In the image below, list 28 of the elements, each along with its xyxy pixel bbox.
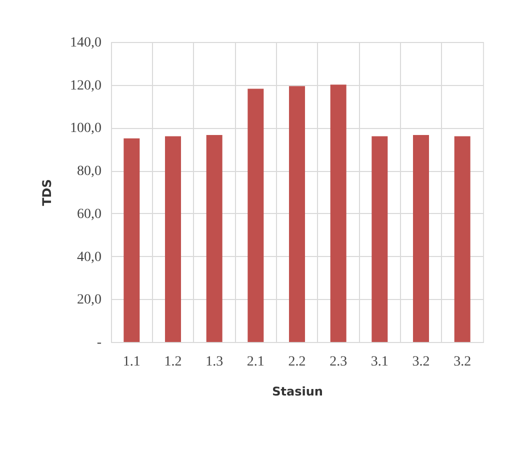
x-tick-label: 2.3	[330, 354, 348, 370]
y-tick-label: 80,0	[77, 164, 102, 180]
x-tick-label: 2.1	[246, 354, 264, 370]
x-tick-label: 1.1	[122, 354, 140, 370]
x-tick-label: 1.3	[206, 354, 224, 370]
x-tick-label: 3.2	[412, 354, 430, 370]
x-tick-label: 1.2	[164, 354, 182, 370]
x-axis-title: Stasiun	[272, 384, 323, 398]
bar	[165, 136, 181, 342]
bar	[454, 136, 470, 342]
bar	[413, 135, 429, 342]
bar	[248, 88, 264, 342]
bar	[206, 135, 222, 342]
y-tick-label: 140,0	[70, 36, 102, 50]
y-tick-label: 120,0	[70, 78, 102, 94]
x-tick-label: 3.2	[454, 354, 472, 370]
x-tick-label: 2.2	[288, 354, 306, 370]
y-tick-label: 20,0	[77, 292, 102, 308]
bar	[330, 84, 346, 342]
y-tick-label: 100,0	[70, 121, 102, 136]
bar	[372, 136, 388, 342]
y-tick-label: 60,0	[77, 206, 102, 222]
bar	[124, 138, 140, 342]
x-tick-label: 3.1	[370, 354, 388, 370]
y-tick-label: -	[96, 336, 102, 350]
y-axis-title: TDS	[40, 179, 54, 206]
y-tick-label: 40,0	[77, 250, 102, 265]
bar	[289, 86, 305, 342]
